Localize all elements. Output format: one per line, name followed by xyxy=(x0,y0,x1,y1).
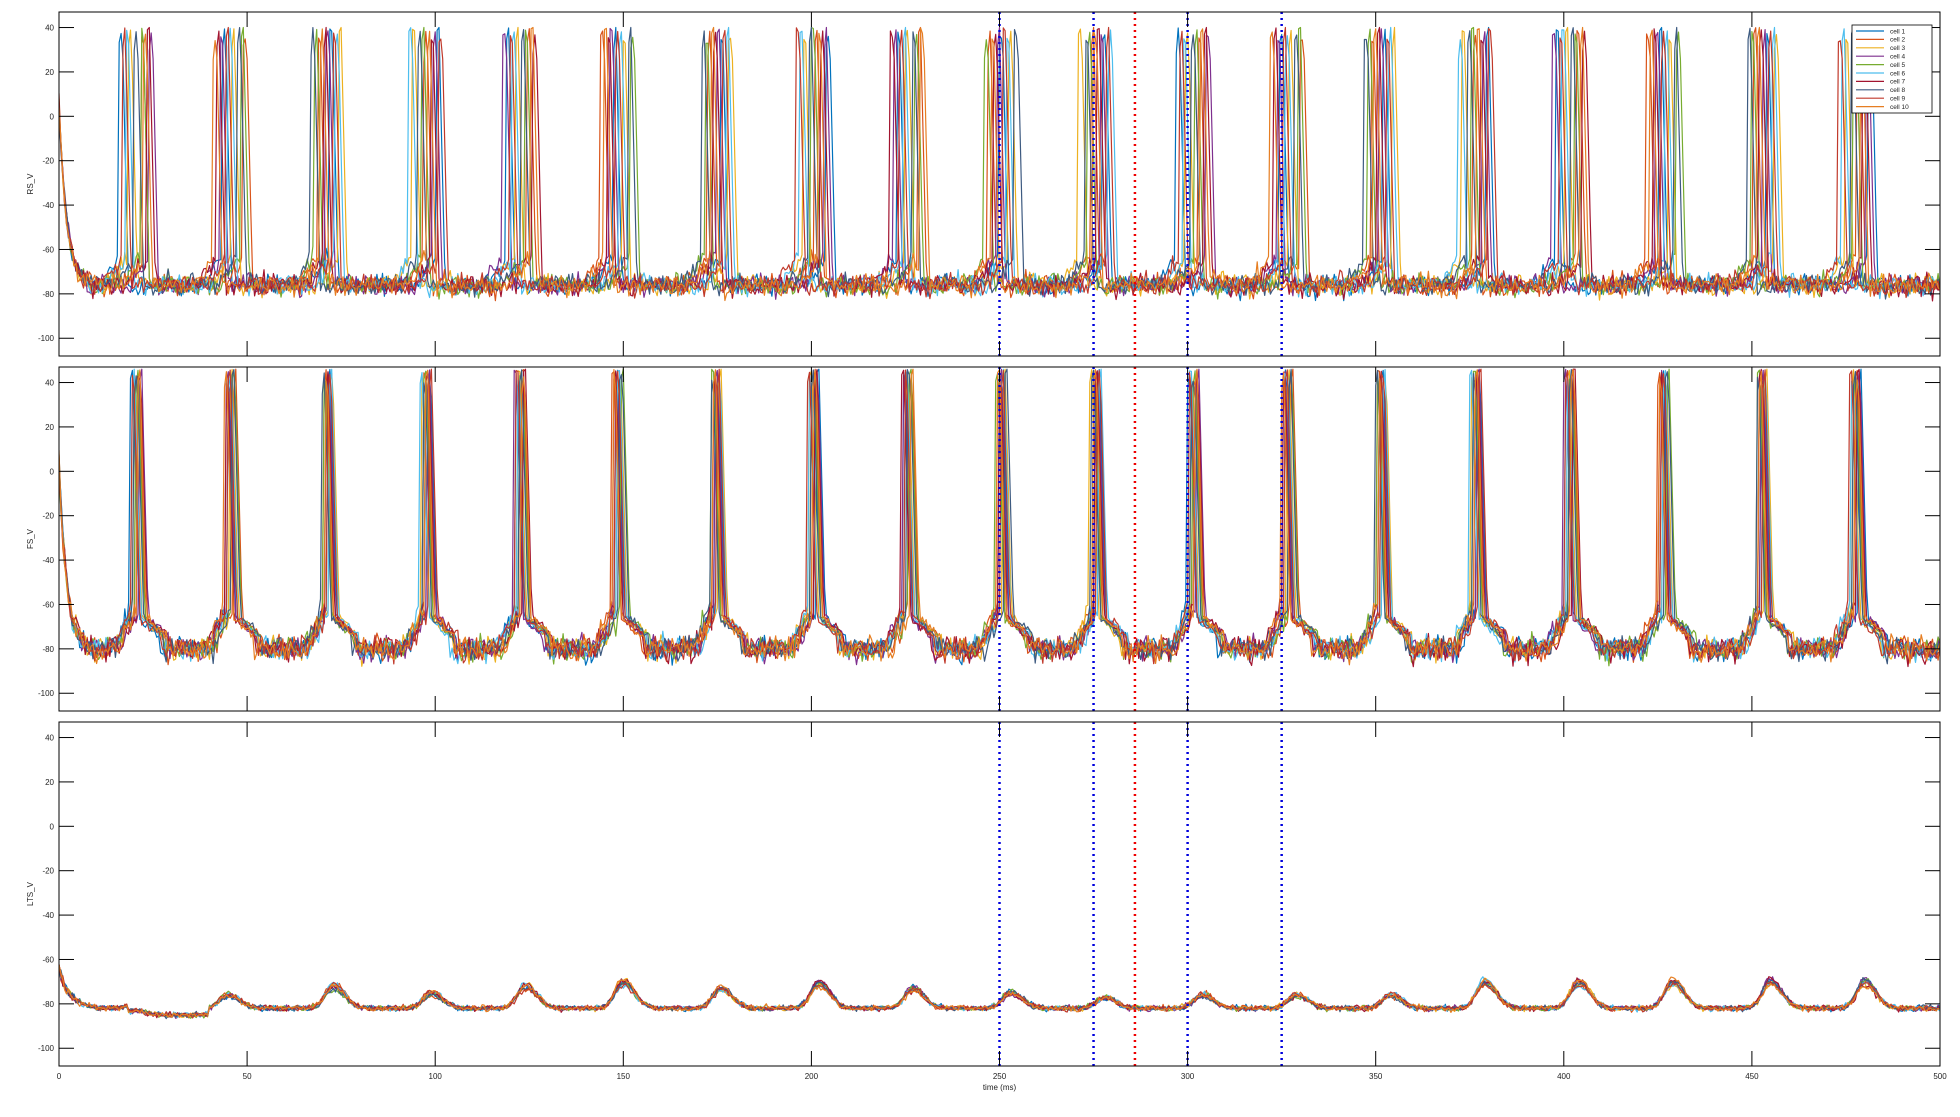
y-tick-label: 40 xyxy=(45,734,54,743)
x-tick-label: 350 xyxy=(1369,1072,1383,1081)
x-tick-label: 50 xyxy=(243,1072,252,1081)
axes-frame xyxy=(58,721,1941,1067)
x-tick-label: 450 xyxy=(1745,1072,1759,1081)
x-tick-label: 0 xyxy=(57,1072,62,1081)
legend-entry-cell-5: cell 5 xyxy=(1890,62,1906,69)
y-tick-label: 0 xyxy=(50,822,55,831)
fs-voltage-panel: 40 20 0 -20 -40 -60 -80 -100 FS_V xyxy=(26,366,1941,712)
y-tick-label: -20 xyxy=(42,157,54,166)
x-tick-label: 400 xyxy=(1557,1072,1571,1081)
y-tick-label: 40 xyxy=(45,24,54,33)
y-tick-label: 20 xyxy=(45,423,54,432)
legend-entry-cell-7: cell 7 xyxy=(1890,79,1906,86)
x-tick-label: 500 xyxy=(1933,1072,1947,1081)
legend-entry-cell-6: cell 6 xyxy=(1890,70,1906,77)
trace-cell-9 xyxy=(59,368,1940,665)
legend-entry-cell-10: cell 10 xyxy=(1890,104,1909,111)
y-tick-label: -40 xyxy=(42,201,54,210)
traces xyxy=(59,26,1940,302)
y-tick-label: 0 xyxy=(50,467,55,476)
y-tick-label: 20 xyxy=(45,68,54,77)
y-tick-label: -100 xyxy=(38,334,55,343)
x-axis-label: time (ms) xyxy=(983,1083,1017,1092)
y-tick-label: 0 xyxy=(50,112,55,121)
x-tick-label: 150 xyxy=(617,1072,631,1081)
y-tick-label: -80 xyxy=(42,290,54,299)
legend-entry-cell-9: cell 9 xyxy=(1890,96,1906,103)
legend-entry-cell-4: cell 4 xyxy=(1890,54,1906,61)
y-tick-label: 40 xyxy=(45,379,54,388)
x-tick-label: 200 xyxy=(805,1072,819,1081)
trace-cell-10 xyxy=(59,26,1940,302)
y-tick-label: 20 xyxy=(45,778,54,787)
y-tick-label: -20 xyxy=(42,512,54,521)
y-tick-label: -60 xyxy=(42,955,54,964)
y-tick-label: -40 xyxy=(42,556,54,565)
y-axis-label: RS_V xyxy=(26,173,35,195)
y-tick-label: -100 xyxy=(38,689,55,698)
y-tick-label: -100 xyxy=(38,1044,55,1053)
y-axis-label: FS_V xyxy=(26,528,35,549)
y-tick-label: -60 xyxy=(42,245,54,254)
y-tick-label: -20 xyxy=(42,867,54,876)
traces xyxy=(59,964,1940,1020)
y-tick-label: -60 xyxy=(42,600,54,609)
y-tick-label: -80 xyxy=(42,645,54,654)
x-tick-label: 300 xyxy=(1181,1072,1195,1081)
legend-entry-cell-3: cell 3 xyxy=(1890,45,1906,52)
trace-cell-10 xyxy=(59,964,1940,1018)
x-tick-label: 250 xyxy=(993,1072,1007,1081)
legend-entry-cell-8: cell 8 xyxy=(1890,87,1906,94)
legend-entry-cell-1: cell 1 xyxy=(1890,28,1906,35)
y-tick-label: -80 xyxy=(42,1000,54,1009)
y-axis-label: LTS_V xyxy=(26,881,35,906)
y-tick-label: -40 xyxy=(42,911,54,920)
x-tick-label: 100 xyxy=(429,1072,443,1081)
legend-entry-cell-2: cell 2 xyxy=(1890,37,1906,44)
